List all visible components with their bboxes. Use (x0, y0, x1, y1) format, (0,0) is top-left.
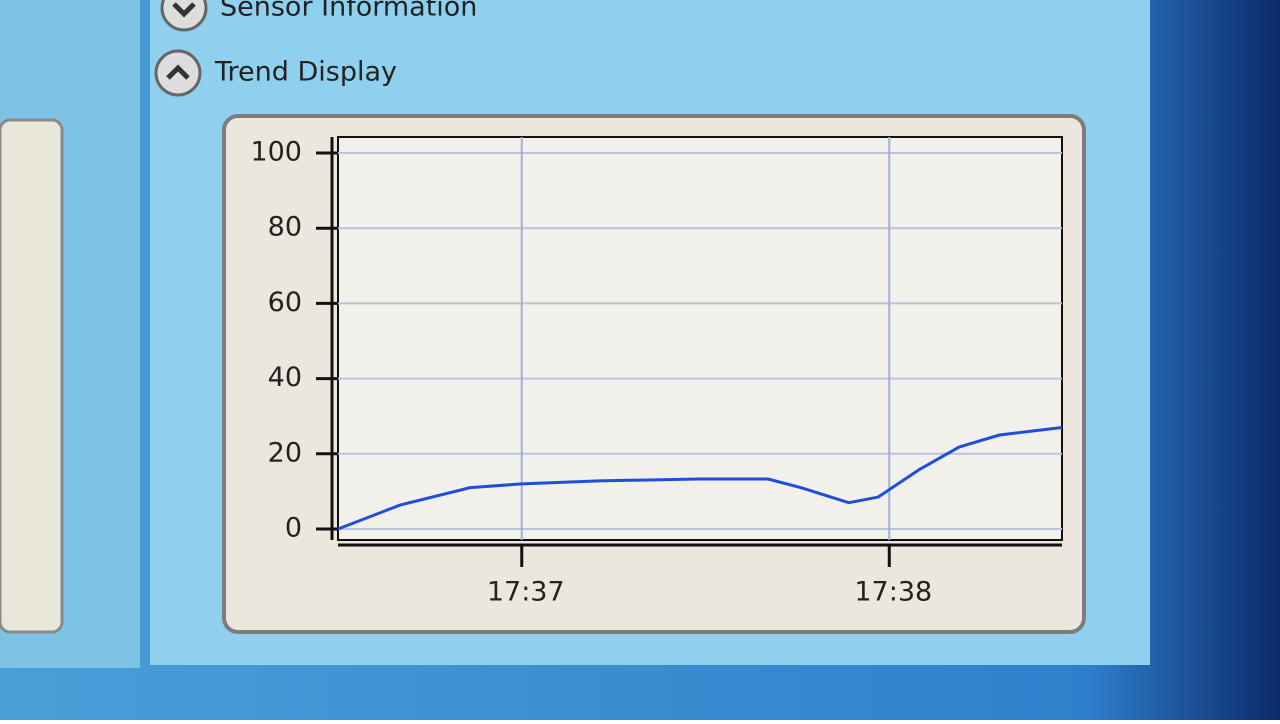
plot-area (337, 136, 1063, 541)
left-chart-frame (0, 118, 64, 634)
chevron-up (166, 64, 190, 80)
collapse-button[interactable] (154, 49, 202, 97)
y-tick-label: 20 (268, 437, 302, 468)
x-tick-label: 17:38 (854, 577, 932, 608)
trend-line (337, 425, 1063, 531)
chevron-down (172, 2, 196, 18)
trend-chart: 0 20 40 60 80 100 17:37 17:38 (250, 137, 1063, 608)
section-label: Trend Display (214, 57, 397, 88)
y-tick-label: 40 (268, 362, 302, 393)
y-tick-label: 60 (268, 287, 302, 318)
section-label: Sensor Information (220, 0, 477, 23)
y-tick-label: 0 (285, 513, 302, 544)
y-tick-label: 80 (268, 212, 302, 243)
y-tick-label: 100 (250, 137, 302, 168)
x-tick-label: 17:37 (487, 577, 565, 608)
